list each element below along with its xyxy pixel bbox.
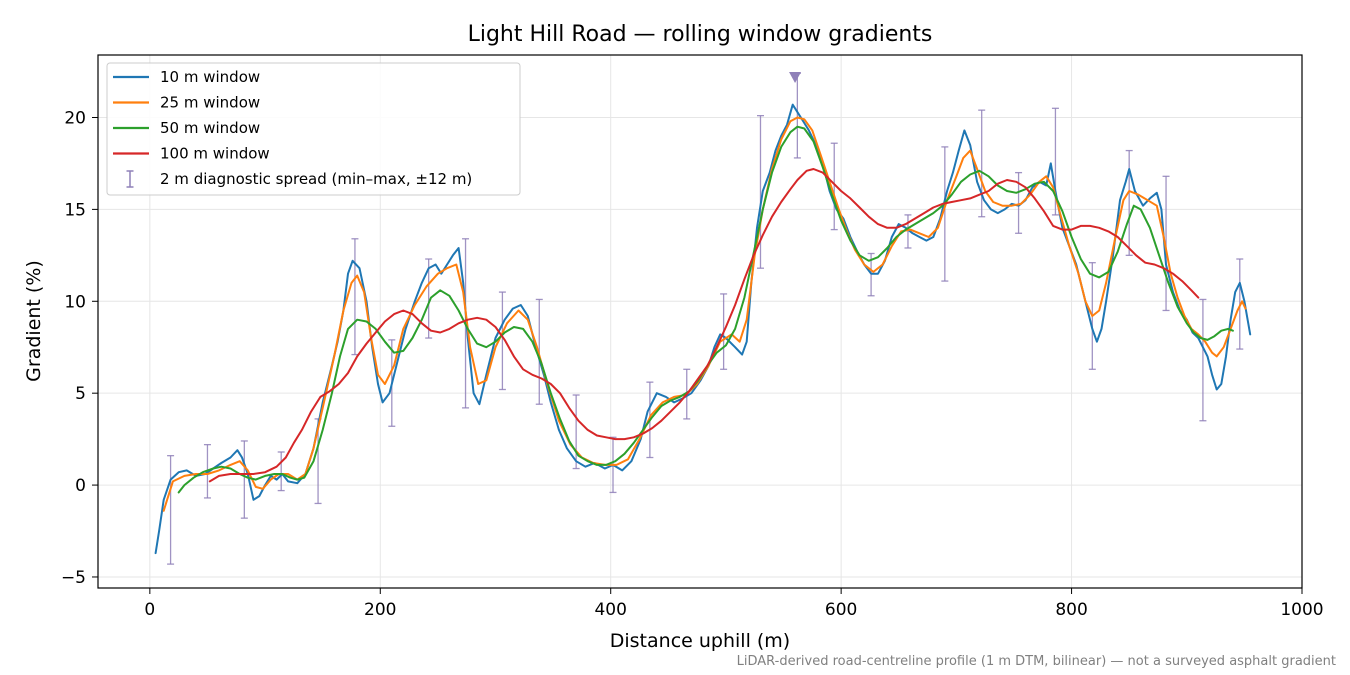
legend: 10 m window 25 m window 50 m window 100 m w… <box>106 62 521 196</box>
errorbar <box>425 258 433 339</box>
series-line-3 <box>177 125 1234 494</box>
errorbar <box>941 146 949 282</box>
peak-marker-group <box>789 72 802 84</box>
y-tick-label: −5 <box>61 568 86 588</box>
errorbar <box>277 451 285 492</box>
x-tick-label: 1000 <box>1280 600 1323 620</box>
series-line-2 <box>162 116 1247 512</box>
errorbar <box>1125 149 1133 256</box>
errorbar <box>1199 298 1207 422</box>
x-tick-label: 0 <box>144 600 155 620</box>
series-lines <box>154 103 1252 555</box>
legend-swatch-errorbar <box>126 170 134 188</box>
x-tick-label: 800 <box>1055 600 1087 620</box>
y-tick-label: 15 <box>64 200 86 220</box>
errorbar <box>830 142 838 231</box>
chart-title: Light Hill Road — rolling window gradien… <box>468 22 933 47</box>
x-axis: 0 200 400 600 800 1000 <box>144 588 1324 620</box>
plot-frame <box>97 54 1303 589</box>
x-tick-label: 600 <box>825 600 857 620</box>
footnote: LiDAR-derived road-centreline profile (1… <box>737 654 1336 669</box>
errorbar <box>351 238 359 356</box>
y-axis-label: Gradient (%) <box>23 260 45 382</box>
errorbar <box>167 455 175 565</box>
errorbar <box>904 214 912 249</box>
errorbar <box>978 109 986 218</box>
errorbar <box>498 291 506 391</box>
legend-label-errorbar: 2 m diagnostic spread (min–max, ±12 m) <box>160 170 472 188</box>
peak-marker <box>789 72 802 84</box>
x-tick-label: 200 <box>364 600 396 620</box>
y-tick-label: 5 <box>75 384 86 404</box>
series-line-1 <box>154 103 1252 555</box>
x-tick-label: 400 <box>594 600 626 620</box>
legend-box <box>106 62 521 196</box>
errorbar <box>572 394 580 470</box>
y-tick-label: 20 <box>64 108 86 128</box>
x-axis-label: Distance uphill (m) <box>610 630 790 652</box>
legend-label-4: 100 m window <box>160 145 270 163</box>
errorbar <box>240 440 248 519</box>
series-line-4 <box>208 168 1200 483</box>
legend-label-3: 50 m window <box>160 119 260 137</box>
errorbar <box>1162 175 1170 312</box>
y-tick-label: 0 <box>75 476 86 496</box>
y-axis: −5 0 5 10 15 20 <box>61 108 98 588</box>
errorbar <box>756 115 764 269</box>
legend-label-2: 25 m window <box>160 94 260 112</box>
y-tick-label: 10 <box>64 292 86 312</box>
legend-label-1: 10 m window <box>160 68 260 86</box>
